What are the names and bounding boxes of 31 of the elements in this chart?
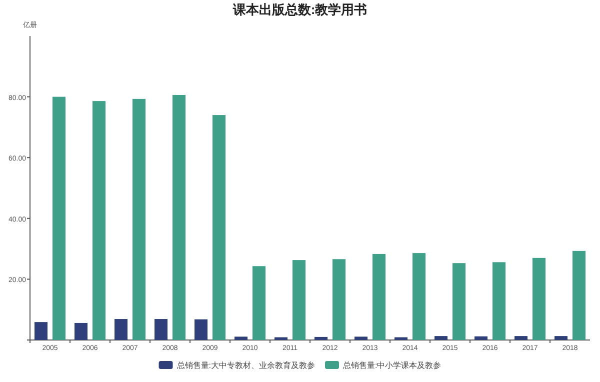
bar xyxy=(412,253,426,340)
bar xyxy=(314,336,328,340)
bar xyxy=(514,336,528,340)
legend-label: 总销售量:大中专教材、业余教育及教参 xyxy=(176,361,315,370)
bar xyxy=(532,258,546,340)
bar xyxy=(474,336,488,340)
bar xyxy=(132,98,146,340)
bar xyxy=(394,337,408,340)
bar xyxy=(172,94,186,340)
bar xyxy=(114,319,128,340)
bar xyxy=(194,319,208,340)
bar xyxy=(452,263,466,340)
bar xyxy=(154,319,168,340)
bar xyxy=(74,322,88,340)
bar xyxy=(354,336,368,340)
bar xyxy=(292,260,306,340)
bar xyxy=(212,115,226,340)
bar xyxy=(52,96,66,340)
bar xyxy=(234,336,248,340)
bar xyxy=(554,336,568,340)
chart-title: 课本出版总数:教学用书 xyxy=(232,2,368,17)
legend-label: 总销售量:中小学课本及教参 xyxy=(342,361,442,370)
bar xyxy=(34,322,48,340)
bar xyxy=(274,337,288,340)
bar xyxy=(434,336,448,340)
bar xyxy=(92,101,106,340)
bar xyxy=(492,262,506,340)
bar xyxy=(572,250,586,340)
bar xyxy=(252,266,266,340)
bar xyxy=(332,259,346,340)
bar xyxy=(372,254,386,340)
